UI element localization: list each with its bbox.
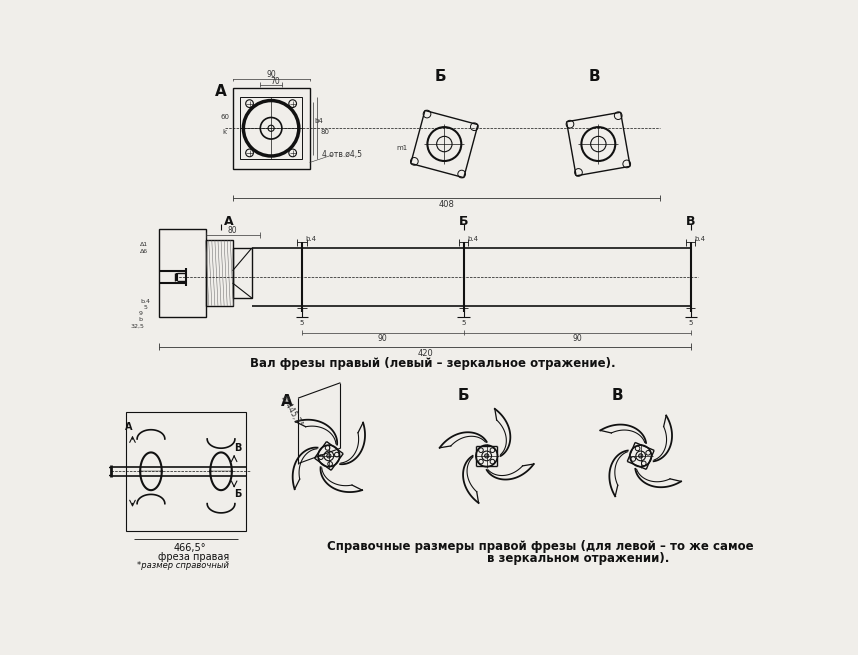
Bar — [233, 88, 310, 169]
Text: b.4: b.4 — [468, 236, 478, 242]
Bar — [240, 97, 302, 159]
Text: 5: 5 — [462, 320, 466, 326]
Text: 32,5: 32,5 — [131, 324, 145, 328]
Text: b4: b4 — [315, 117, 323, 124]
Text: A: A — [281, 394, 293, 409]
Text: 9: 9 — [138, 311, 142, 316]
Text: A: A — [215, 84, 227, 99]
Text: В: В — [612, 388, 624, 403]
Text: Δ1: Δ1 — [140, 242, 148, 247]
Text: Б: Б — [234, 489, 242, 499]
Text: 60: 60 — [221, 114, 229, 120]
Text: в зеркальном отражении).: в зеркальном отражении). — [486, 552, 669, 565]
Text: 5: 5 — [689, 320, 693, 326]
Text: Ø 445,7°: Ø 445,7° — [280, 394, 305, 428]
Text: 4 отв.ø4,5: 4 отв.ø4,5 — [322, 151, 362, 159]
Text: В: В — [686, 215, 696, 227]
Text: 5: 5 — [143, 305, 148, 310]
Text: 408: 408 — [438, 200, 454, 208]
Text: m1: m1 — [396, 145, 408, 151]
Text: 90: 90 — [572, 334, 582, 343]
Text: 90: 90 — [378, 334, 388, 343]
Text: фреза правая: фреза правая — [159, 552, 230, 562]
Text: b: b — [138, 317, 142, 322]
Text: A: A — [224, 215, 233, 227]
Bar — [160, 229, 206, 317]
Bar — [206, 240, 233, 306]
Text: k: k — [223, 129, 227, 135]
Circle shape — [327, 454, 331, 458]
Text: b.4: b.4 — [694, 236, 705, 242]
Text: Б: Б — [458, 388, 469, 403]
Text: Вал фрезы правый (левый – зеркальное отражение).: Вал фрезы правый (левый – зеркальное отр… — [250, 357, 615, 370]
Bar — [126, 411, 245, 531]
Text: Б: Б — [459, 215, 468, 227]
Text: A: A — [125, 422, 132, 432]
Text: 90: 90 — [266, 70, 276, 79]
Text: Б: Б — [435, 69, 446, 84]
Text: b.4: b.4 — [141, 299, 151, 305]
Text: 70: 70 — [270, 77, 280, 86]
Text: В: В — [589, 69, 601, 84]
Text: 466,5°: 466,5° — [174, 543, 207, 553]
Text: 5: 5 — [299, 320, 304, 326]
Bar — [233, 248, 252, 298]
Text: b.4: b.4 — [305, 236, 317, 242]
Text: Справочные размеры правой фрезы (для левой – то же самое: Справочные размеры правой фрезы (для лев… — [327, 540, 754, 553]
Text: 80: 80 — [227, 226, 238, 234]
Text: B: B — [234, 443, 242, 453]
Text: 80: 80 — [321, 129, 329, 135]
Text: Δ6: Δ6 — [140, 250, 148, 254]
Text: *размер справочный: *размер справочный — [136, 561, 228, 570]
Text: 420: 420 — [417, 349, 433, 358]
Circle shape — [485, 454, 489, 458]
Circle shape — [638, 454, 643, 458]
